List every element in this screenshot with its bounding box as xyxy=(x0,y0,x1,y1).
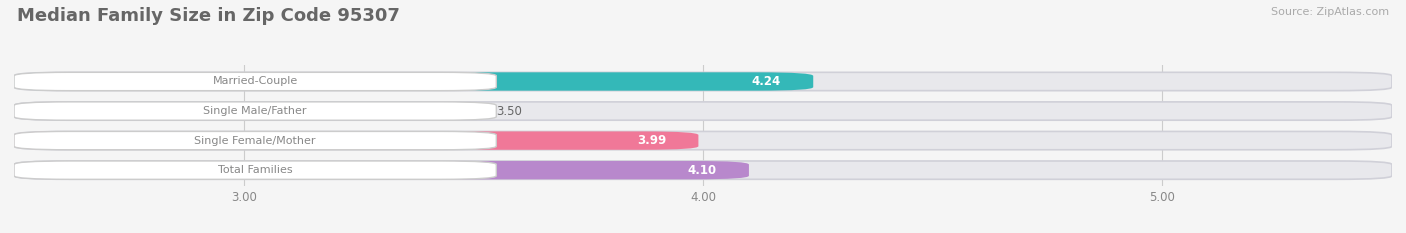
FancyBboxPatch shape xyxy=(14,102,1392,120)
Text: 4.24: 4.24 xyxy=(752,75,782,88)
Text: Single Female/Mother: Single Female/Mother xyxy=(194,136,316,146)
Text: 3.99: 3.99 xyxy=(637,134,666,147)
FancyBboxPatch shape xyxy=(14,102,474,120)
Text: Single Male/Father: Single Male/Father xyxy=(204,106,307,116)
Text: Source: ZipAtlas.com: Source: ZipAtlas.com xyxy=(1271,7,1389,17)
Text: Total Families: Total Families xyxy=(218,165,292,175)
FancyBboxPatch shape xyxy=(14,102,496,120)
FancyBboxPatch shape xyxy=(14,161,1392,179)
Text: Median Family Size in Zip Code 95307: Median Family Size in Zip Code 95307 xyxy=(17,7,399,25)
FancyBboxPatch shape xyxy=(14,72,1392,91)
Text: 3.50: 3.50 xyxy=(496,105,522,117)
Text: 4.10: 4.10 xyxy=(688,164,717,177)
FancyBboxPatch shape xyxy=(14,131,699,150)
FancyBboxPatch shape xyxy=(14,131,1392,150)
FancyBboxPatch shape xyxy=(14,72,813,91)
FancyBboxPatch shape xyxy=(14,161,749,179)
FancyBboxPatch shape xyxy=(14,72,496,91)
FancyBboxPatch shape xyxy=(14,131,496,150)
Text: Married-Couple: Married-Couple xyxy=(212,76,298,86)
FancyBboxPatch shape xyxy=(14,161,496,179)
